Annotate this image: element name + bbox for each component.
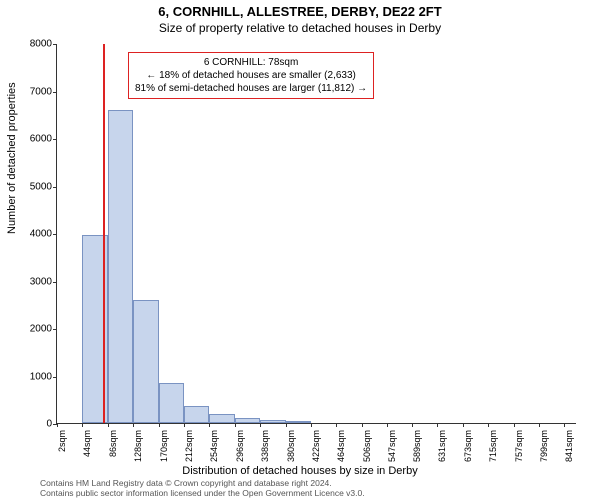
annotation-box: 6 CORNHILL: 78sqm← 18% of detached house…: [128, 52, 374, 99]
x-tick-label: 380sqm: [286, 430, 296, 462]
x-tick-label: 547sqm: [387, 430, 397, 462]
x-tick-label: 422sqm: [311, 430, 321, 462]
y-tick-mark: [53, 234, 57, 235]
histogram-bar: [209, 414, 234, 423]
y-tick-label: 0: [12, 419, 52, 430]
x-axis-label: Distribution of detached houses by size …: [0, 465, 600, 477]
x-tick-label: 44sqm: [82, 430, 92, 457]
x-tick-mark: [564, 423, 565, 427]
x-tick-mark: [82, 423, 83, 427]
x-tick-label: 128sqm: [133, 430, 143, 462]
x-tick-mark: [488, 423, 489, 427]
histogram-bar: [108, 110, 133, 424]
histogram-bar: [286, 421, 311, 423]
x-tick-label: 296sqm: [235, 430, 245, 462]
chart-area: 0100020003000400050006000700080002sqm44s…: [56, 44, 576, 424]
x-tick-label: 170sqm: [159, 430, 169, 462]
y-tick-label: 2000: [12, 324, 52, 335]
histogram-bar: [260, 420, 285, 423]
y-tick-label: 8000: [12, 39, 52, 50]
x-tick-mark: [336, 423, 337, 427]
y-tick-mark: [53, 377, 57, 378]
y-tick-mark: [53, 187, 57, 188]
footer-line2: Contains public sector information licen…: [40, 488, 365, 498]
x-tick-mark: [235, 423, 236, 427]
plot-region: 0100020003000400050006000700080002sqm44s…: [56, 44, 576, 424]
x-tick-mark: [108, 423, 109, 427]
chart-subtitle: Size of property relative to detached ho…: [0, 19, 600, 35]
x-tick-mark: [159, 423, 160, 427]
x-tick-label: 2sqm: [57, 430, 67, 452]
x-tick-mark: [57, 423, 58, 427]
x-tick-mark: [133, 423, 134, 427]
x-tick-label: 86sqm: [108, 430, 118, 457]
y-tick-label: 3000: [12, 276, 52, 287]
x-tick-mark: [286, 423, 287, 427]
histogram-bar: [184, 406, 209, 423]
x-tick-label: 212sqm: [184, 430, 194, 462]
x-tick-mark: [311, 423, 312, 427]
x-tick-label: 589sqm: [412, 430, 422, 462]
y-tick-mark: [53, 282, 57, 283]
y-tick-label: 6000: [12, 134, 52, 145]
chart-title: 6, CORNHILL, ALLESTREE, DERBY, DE22 2FT: [0, 0, 600, 19]
y-tick-label: 1000: [12, 371, 52, 382]
histogram-bar: [159, 383, 184, 423]
x-tick-mark: [184, 423, 185, 427]
marker-line: [103, 44, 105, 423]
x-tick-mark: [539, 423, 540, 427]
annotation-line: 6 CORNHILL: 78sqm: [135, 56, 367, 69]
y-axis-label: Number of detached properties: [6, 82, 18, 234]
x-tick-label: 757sqm: [514, 430, 524, 462]
x-tick-label: 338sqm: [260, 430, 270, 462]
x-tick-mark: [362, 423, 363, 427]
annotation-line: ← 18% of detached houses are smaller (2,…: [135, 69, 367, 82]
x-tick-label: 799sqm: [539, 430, 549, 462]
annotation-line: 81% of semi-detached houses are larger (…: [135, 82, 367, 95]
x-tick-label: 254sqm: [209, 430, 219, 462]
x-tick-mark: [514, 423, 515, 427]
y-tick-mark: [53, 92, 57, 93]
histogram-bar: [235, 418, 260, 423]
y-tick-label: 4000: [12, 229, 52, 240]
x-tick-label: 715sqm: [488, 430, 498, 462]
x-tick-mark: [387, 423, 388, 427]
x-tick-mark: [412, 423, 413, 427]
x-tick-label: 631sqm: [437, 430, 447, 462]
x-tick-label: 506sqm: [362, 430, 372, 462]
y-tick-mark: [53, 44, 57, 45]
y-tick-label: 5000: [12, 181, 52, 192]
footer-attribution: Contains HM Land Registry data © Crown c…: [40, 478, 365, 498]
footer-line1: Contains HM Land Registry data © Crown c…: [40, 478, 365, 488]
x-tick-label: 464sqm: [336, 430, 346, 462]
x-tick-mark: [463, 423, 464, 427]
x-tick-label: 673sqm: [463, 430, 473, 462]
histogram-bar: [133, 300, 158, 424]
x-tick-label: 841sqm: [564, 430, 574, 462]
x-tick-mark: [209, 423, 210, 427]
y-tick-mark: [53, 139, 57, 140]
x-tick-mark: [437, 423, 438, 427]
x-tick-mark: [260, 423, 261, 427]
y-tick-mark: [53, 329, 57, 330]
y-tick-label: 7000: [12, 86, 52, 97]
